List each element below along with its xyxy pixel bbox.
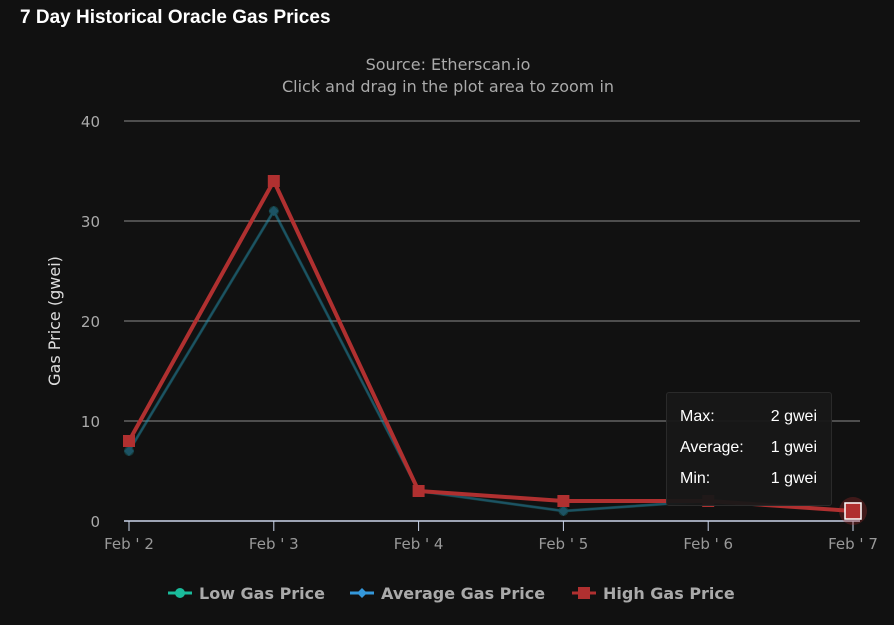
tooltip-label: Average: — [680, 439, 744, 456]
data-point — [558, 506, 569, 516]
legend-marker — [578, 587, 590, 599]
legend-item[interactable]: Average Gas Price — [381, 584, 545, 603]
tooltip-label: Min: — [680, 470, 711, 487]
tooltip-value: 2 gwei — [770, 408, 817, 425]
data-point — [267, 175, 280, 187]
tooltip-value: 1 gwei — [770, 439, 817, 456]
data-point — [123, 435, 135, 447]
legend-item[interactable]: Low Gas Price — [199, 584, 325, 603]
y-tick-label: 20 — [81, 313, 100, 331]
x-tick-label: Feb ' 5 — [539, 535, 589, 553]
tooltip: Max: 2 gwei Average: 1 gwei Min: 1 gwei — [666, 392, 832, 506]
data-point — [268, 206, 279, 216]
header: 7 Day Historical Oracle Gas Prices — [0, 0, 894, 40]
y-axis-label: Gas Price (gwei) — [45, 256, 64, 386]
data-point — [557, 495, 570, 507]
x-tick-label: Feb ' 7 — [828, 535, 878, 553]
data-point — [124, 446, 134, 456]
data-point — [558, 506, 569, 516]
y-tick-label: 40 — [81, 113, 100, 131]
legend-marker — [357, 588, 367, 598]
legend-item[interactable]: High Gas Price — [603, 584, 735, 603]
legend-marker — [175, 588, 185, 598]
tooltip-value: 1 gwei — [770, 470, 817, 487]
data-point-hover — [844, 502, 862, 520]
data-point — [268, 206, 279, 216]
y-tick-label: 0 — [90, 513, 100, 531]
x-tick-label: Feb ' 2 — [104, 535, 154, 553]
x-tick-label: Feb ' 3 — [249, 535, 299, 553]
x-tick-label: Feb ' 4 — [394, 535, 444, 553]
chart-title: 7 Day Historical Oracle Gas Prices — [20, 7, 331, 28]
y-tick-label: 30 — [81, 213, 100, 231]
data-point — [124, 446, 134, 456]
tooltip-label: Max: — [680, 408, 715, 425]
data-point — [412, 485, 425, 497]
x-tick-label: Feb ' 6 — [683, 535, 733, 553]
chart-subtitle: Source: Etherscan.io — [366, 55, 531, 74]
y-tick-label: 10 — [81, 413, 100, 431]
chart-subtitle: Click and drag in the plot area to zoom … — [282, 77, 614, 96]
